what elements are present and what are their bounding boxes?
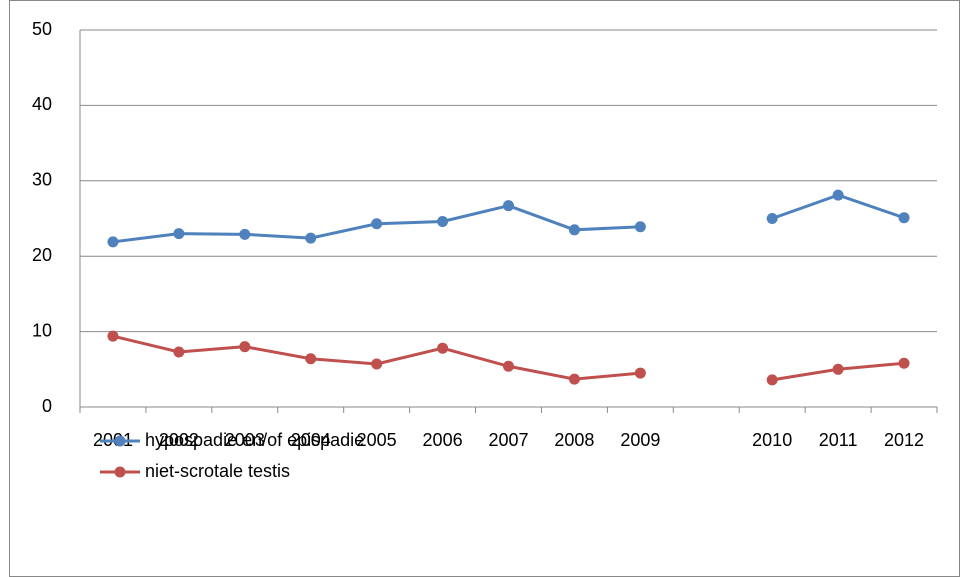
point	[503, 200, 514, 212]
y-tick-label: 0	[42, 396, 52, 416]
y-tick-label: 20	[32, 245, 52, 265]
y-tick-label: 40	[32, 94, 52, 114]
x-tick-label: 2004	[291, 430, 331, 450]
x-tick-label: 2006	[423, 430, 463, 450]
point	[898, 357, 910, 369]
x-tick-label: 2002	[159, 430, 199, 450]
point	[898, 212, 910, 224]
y-tick-label: 10	[32, 320, 52, 340]
point	[766, 213, 778, 224]
point	[239, 228, 251, 240]
point	[766, 374, 778, 386]
point	[832, 189, 844, 201]
x-tick-label: 2003	[225, 430, 265, 450]
legend-marker	[114, 435, 126, 447]
x-tick-label: 2009	[620, 430, 660, 450]
point	[371, 218, 383, 230]
point	[832, 363, 844, 375]
point	[437, 216, 449, 228]
x-tick-label: 2012	[884, 430, 924, 450]
point	[568, 224, 580, 236]
point	[634, 221, 646, 233]
x-tick-label: 2011	[819, 430, 858, 450]
point	[305, 232, 317, 244]
point	[107, 330, 119, 342]
chart-frame	[9, 0, 960, 577]
legend-label: hypospadie en/of epispadie	[145, 430, 364, 450]
y-tick-label: 50	[32, 19, 52, 39]
point	[239, 341, 251, 353]
x-tick-label: 2008	[554, 430, 594, 450]
point	[173, 228, 185, 240]
x-tick-label: 2005	[357, 430, 397, 450]
point	[371, 358, 383, 370]
legend-label: niet-scrotale testis	[145, 461, 290, 481]
legend-marker	[114, 466, 126, 478]
point	[305, 353, 317, 365]
point	[107, 236, 119, 248]
x-tick-label: 2010	[752, 430, 792, 450]
y-tick-label: 30	[32, 170, 52, 190]
x-tick-label: 2007	[488, 430, 528, 450]
point	[173, 346, 185, 358]
point	[568, 373, 580, 385]
point	[503, 360, 514, 372]
point	[634, 367, 646, 379]
point	[437, 342, 449, 354]
